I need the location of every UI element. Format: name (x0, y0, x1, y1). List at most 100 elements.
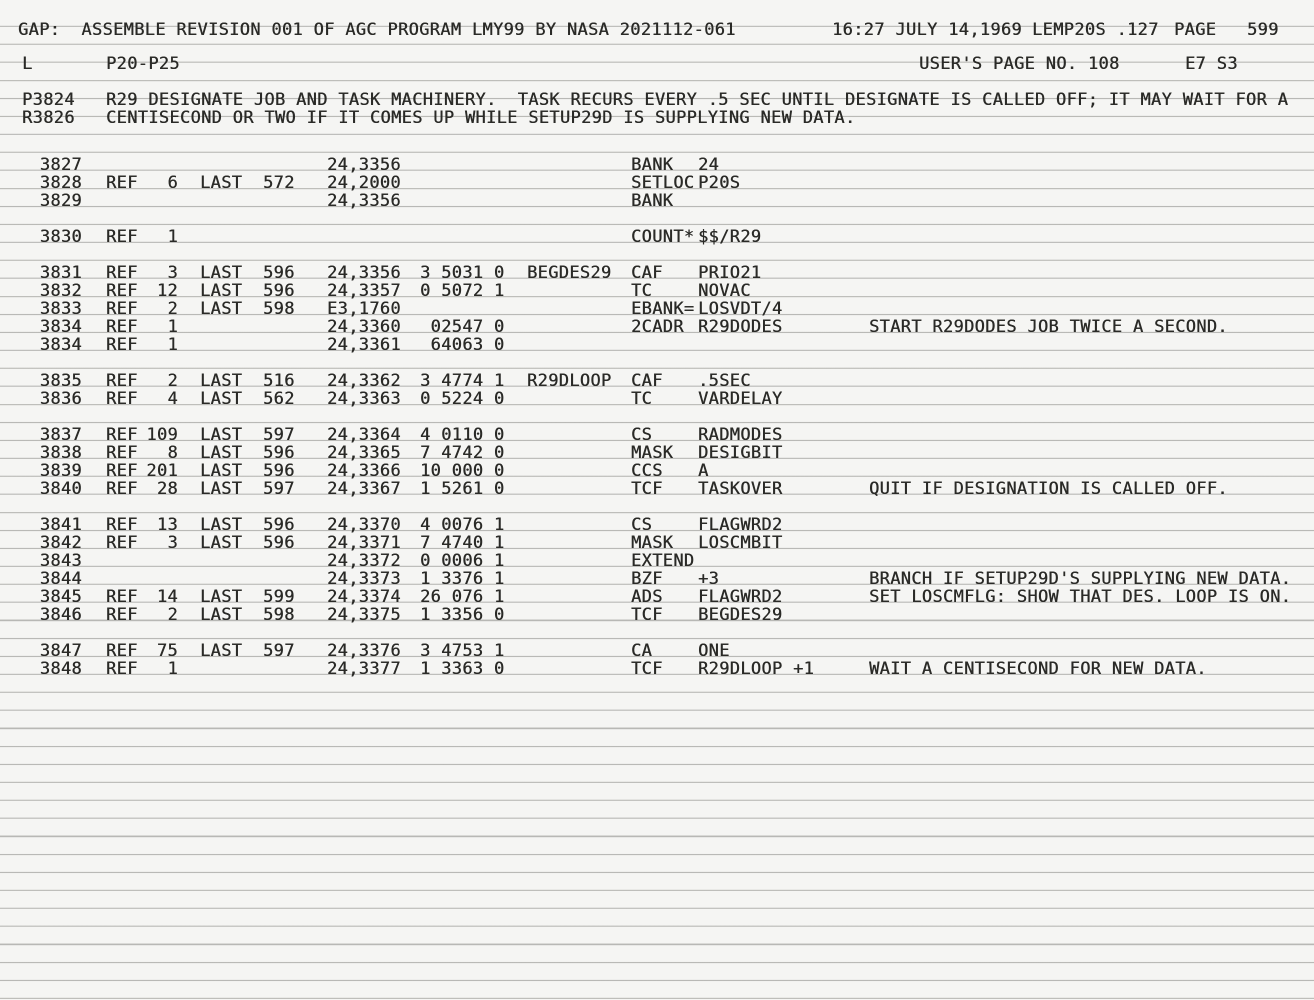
listing-row: 3836 REF 4 LAST 562 24,3363 0 5224 0 TC VARDELAY (0, 390, 1314, 408)
last-page: 562 (263, 389, 295, 409)
module-name: P20-P25 (106, 54, 180, 74)
listing-row: 3845 REF 14 LAST 599 24,3374 26 076 1 ADS FLAGWR… (0, 588, 1314, 606)
listing-row: 3829 24,3356 BANK (0, 192, 1314, 210)
opcode: TCF (631, 605, 663, 625)
memory-address: 24,3356 (327, 263, 401, 283)
ref-label: REF (106, 317, 138, 337)
opcode: CS (631, 425, 653, 445)
listing-row: 3842 REF 3 LAST 596 24,3371 7 4740 1 MASK LOSCMB… (0, 534, 1314, 552)
listing-row: 3847 REF 75 LAST 597 24,3376 3 4753 1 CA ONE (0, 642, 1314, 660)
ref-count: 3 (167, 533, 178, 553)
listing-row: 3846 REF 2 LAST 598 24,3375 1 3356 0 TCF BEGDES2… (0, 606, 1314, 624)
memory-address: 24,3370 (327, 515, 401, 535)
memory-address: 24,3376 (327, 641, 401, 661)
operand: P20S (698, 173, 741, 193)
last-page: 599 (263, 587, 295, 607)
ref-label: REF (106, 227, 138, 247)
line-number: 3828 (39, 173, 82, 193)
last-page: 597 (263, 641, 295, 661)
ref-label: REF (106, 641, 138, 661)
opcode: TC (631, 389, 653, 409)
page-label: PAGE (1174, 20, 1217, 40)
octal-word: 26 076 1 (420, 587, 505, 607)
assembler-banner: GAP: ASSEMBLE REVISION 001 OF AGC PROGRA… (18, 20, 736, 40)
last-page: 598 (263, 299, 295, 319)
listing-row: 3840 REF 28 LAST 597 24,3367 1 5261 0 TCF TASKOV… (0, 480, 1314, 498)
ref-label: REF (106, 173, 138, 193)
line-number: 3845 (39, 587, 82, 607)
listing-row: 3835 REF 2 LAST 516 24,3362 3 4774 1 R29DLOOP CA… (0, 372, 1314, 390)
last-label: LAST (200, 533, 243, 553)
line-number: 3829 (39, 191, 82, 211)
last-label: LAST (200, 461, 243, 481)
last-label: LAST (200, 641, 243, 661)
ref-count: 3 (167, 263, 178, 283)
memory-address: 24,3367 (327, 479, 401, 499)
memory-address: 24,3364 (327, 425, 401, 445)
memory-address: 24,3362 (327, 371, 401, 391)
opcode: EBANK= (631, 299, 695, 319)
ref-count: 28 (156, 479, 178, 499)
last-label: LAST (200, 371, 243, 391)
last-label: LAST (200, 443, 243, 463)
line-number: 3841 (39, 515, 82, 535)
octal-word: 0 5224 0 (420, 389, 505, 409)
line-number: 3831 (39, 263, 82, 283)
ref-count: 201 (146, 461, 178, 481)
operand: 24 (698, 155, 720, 175)
ref-label: REF (106, 299, 138, 319)
operand: R29DLOOP +1 (698, 659, 815, 679)
listing-row: 3848 REF 1 24,3377 1 3363 0 TCF R29DLOOP +1 WAI… (0, 660, 1314, 678)
last-page: 598 (263, 605, 295, 625)
listing-row: 3843 24,3372 0 0006 1 EXTEND (0, 552, 1314, 570)
line-number: 3843 (39, 551, 82, 571)
octal-word: 02547 0 (420, 317, 505, 337)
opcode: CCS (631, 461, 663, 481)
listing-row: 3831 REF 3 LAST 596 24,3356 3 5031 0 BEGDES29 CA… (0, 264, 1314, 282)
listing-row: 3838 REF 8 LAST 596 24,3365 7 4742 0 MASK DESIGB… (0, 444, 1314, 462)
ref-count: 2 (167, 299, 178, 319)
last-page: 596 (263, 533, 295, 553)
operand: RADMODES (698, 425, 783, 445)
listing-header-line-2: L P20-P25 USER'S PAGE NO. 108 E7 S3 (0, 55, 1314, 73)
octal-word: 3 4774 1 (420, 371, 505, 391)
octal-word: 7 4740 1 (420, 533, 505, 553)
octal-word: 4 0110 0 (420, 425, 505, 445)
ref-label: REF (106, 479, 138, 499)
opcode: 2CADR (631, 317, 684, 337)
operand: A (698, 461, 709, 481)
ref-count: 2 (167, 605, 178, 625)
last-page: 572 (263, 173, 295, 193)
listing-row: 3844 24,3373 1 3376 1 BZF +3 BRANCH IF SETUP2… (0, 570, 1314, 588)
opcode: MASK (631, 533, 674, 553)
octal-word: 1 5261 0 (420, 479, 505, 499)
ref-label: REF (106, 587, 138, 607)
operand: PRIO21 (698, 263, 762, 283)
ref-label: REF (106, 425, 138, 445)
last-label: LAST (200, 281, 243, 301)
memory-address: 24,3356 (327, 191, 401, 211)
operand: LOSVDT/4 (698, 299, 783, 319)
operand: +3 (698, 569, 720, 589)
octal-word: 7 4742 0 (420, 443, 505, 463)
operand: VARDELAY (698, 389, 783, 409)
last-label: LAST (200, 515, 243, 535)
last-label: LAST (200, 605, 243, 625)
last-label: LAST (200, 479, 243, 499)
edition-code: E7 S3 (1185, 54, 1238, 74)
line-number: 3834 (39, 335, 82, 355)
memory-address: 24,3365 (327, 443, 401, 463)
listing-row: 3830 REF 1 COUNT* $$/R29 (0, 228, 1314, 246)
operand: LOSCMBIT (698, 533, 783, 553)
remark-line: P3824 R29 DESIGNATE JOB AND TASK MACHINER… (0, 91, 1314, 109)
memory-address: 24,3363 (327, 389, 401, 409)
ref-label: REF (106, 389, 138, 409)
program-name: LEMP20S .127 (1032, 20, 1159, 40)
operand: .5SEC (698, 371, 751, 391)
octal-word: 0 5072 1 (420, 281, 505, 301)
operand: BEGDES29 (698, 605, 783, 625)
last-page: 597 (263, 479, 295, 499)
line-number: 3842 (39, 533, 82, 553)
memory-address: 24,2000 (327, 173, 401, 193)
line-number: 3835 (39, 371, 82, 391)
